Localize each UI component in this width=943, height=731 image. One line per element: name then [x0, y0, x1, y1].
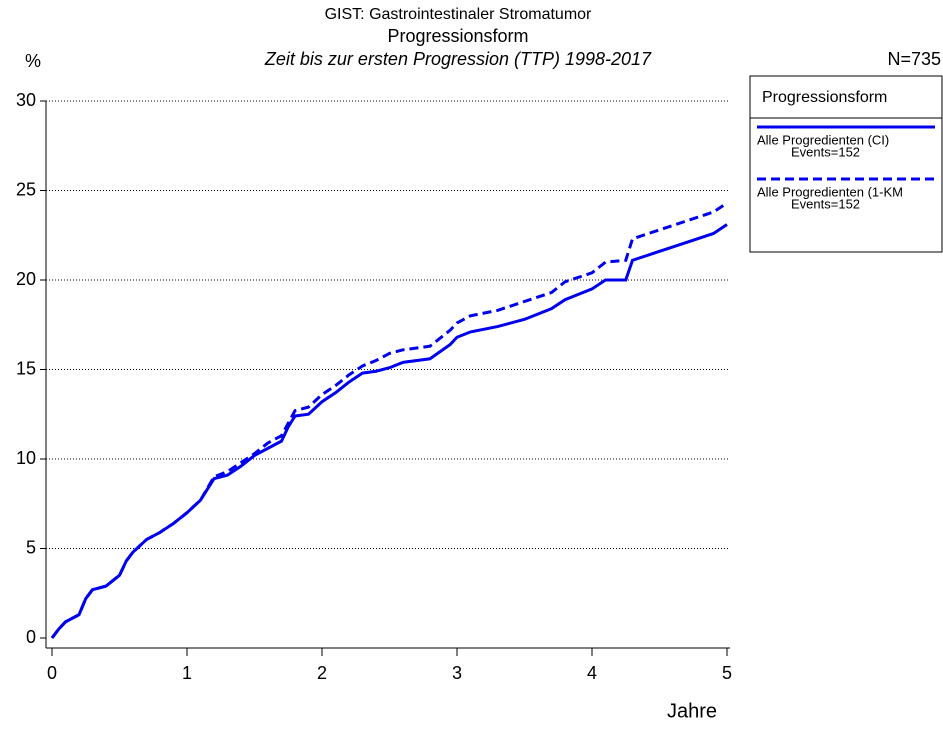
y-axis-label: % — [25, 51, 41, 71]
chart-title: GIST: Gastrointestinaler Stromatumor — [325, 6, 592, 23]
x-tick-label: 3 — [452, 663, 462, 683]
y-tick-label: 20 — [16, 269, 36, 289]
x-tick-label: 0 — [47, 663, 57, 683]
n-label: N=735 — [887, 49, 941, 69]
legend-events: Events=152 — [791, 144, 860, 159]
y-tick-label: 25 — [16, 179, 36, 199]
y-tick-label: 30 — [16, 90, 36, 110]
legend-label: Alle Progredienten (1-KM — [757, 184, 903, 199]
x-tick-label: 5 — [722, 663, 732, 683]
y-tick-label: 15 — [16, 358, 36, 378]
legend-events: Events=152 — [791, 196, 860, 211]
x-tick-label: 2 — [317, 663, 327, 683]
legend-label: Alle Progredienten (CI) — [757, 132, 889, 147]
legend-box — [749, 75, 943, 253]
y-tick-label: 10 — [16, 448, 36, 468]
x-tick-label: 1 — [182, 663, 192, 683]
legend-title: Progressionsform — [762, 89, 887, 106]
y-tick-label: 5 — [26, 537, 36, 557]
y-tick-label: 0 — [26, 627, 36, 647]
series-line — [50, 201, 728, 639]
series-line — [50, 223, 728, 639]
x-axis-label: Jahre — [667, 700, 717, 722]
x-tick-label: 4 — [587, 663, 597, 683]
chart-subtitle: Progressionsform — [387, 26, 528, 46]
chart-subtitle: Zeit bis zur ersten Progression (TTP) 19… — [264, 49, 652, 69]
